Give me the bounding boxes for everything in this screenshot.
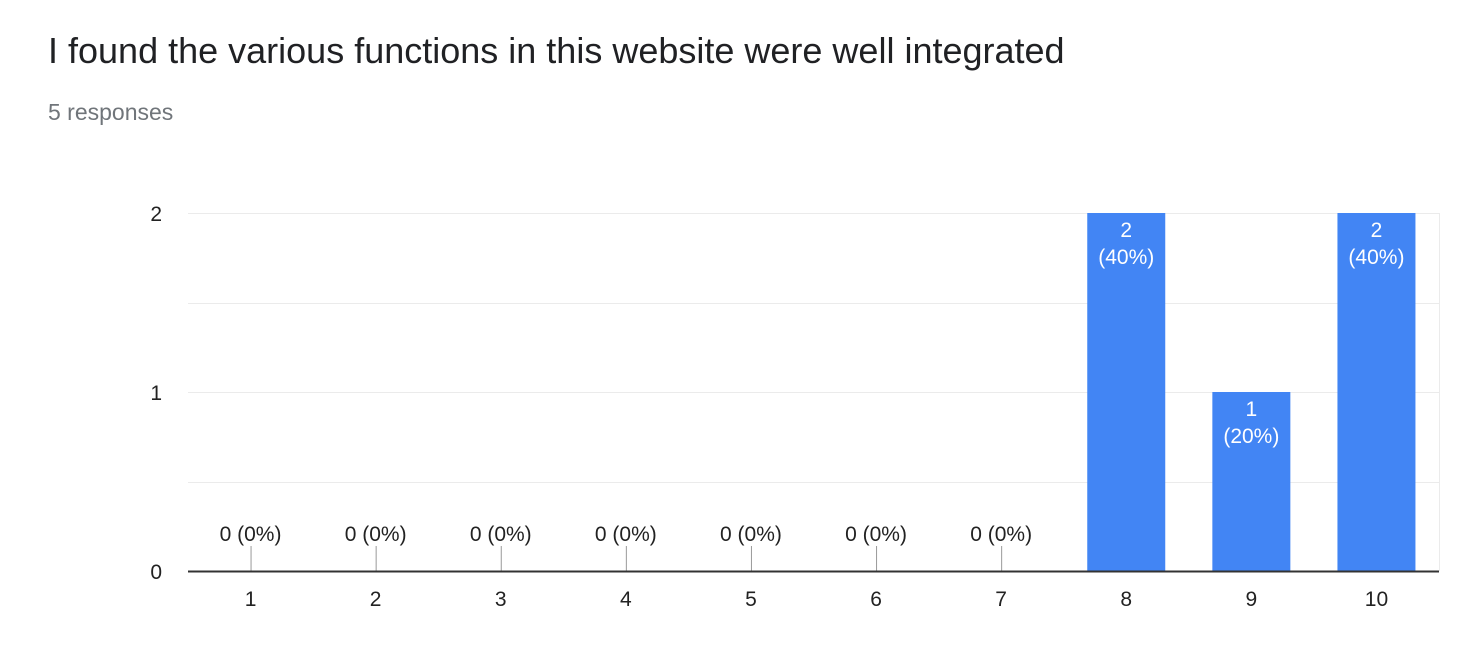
bar-data-label: 0 (0%) xyxy=(720,523,782,546)
bar-data-label: 0 (0%) xyxy=(470,523,532,546)
question-title: I found the various functions in this we… xyxy=(48,30,1065,71)
bar-data-label: 0 (0%) xyxy=(345,523,407,546)
data-labels: 0 (0%) 0 (0%) 0 (0%) 0 (0%) 0 (0%) 0 (0%) 0 (0… xyxy=(220,219,1405,546)
bar-data-label: (40%) xyxy=(1348,246,1404,269)
bar-data-label: (40%) xyxy=(1098,246,1154,269)
bar xyxy=(1337,213,1416,571)
bar-data-label: 0 (0%) xyxy=(220,523,282,546)
bar-data-label: (20%) xyxy=(1223,425,1279,448)
bar-data-label: 2 xyxy=(1120,219,1132,242)
bar xyxy=(1087,213,1166,571)
y-tick-label: 1 xyxy=(150,382,162,405)
x-tick-label: 7 xyxy=(995,588,1007,611)
bars xyxy=(1087,213,1416,571)
bar-data-label: 2 xyxy=(1371,219,1383,242)
y-tick-label: 2 xyxy=(150,203,162,226)
response-count: 5 responses xyxy=(48,99,174,125)
x-tick-label: 8 xyxy=(1120,588,1132,611)
y-tick-label: 0 xyxy=(150,561,162,584)
x-tick-label: 1 xyxy=(245,588,257,611)
axes: 0 1 2 1 2 3 4 5 6 7 8 9 10 xyxy=(150,203,1439,611)
x-tick-label: 9 xyxy=(1246,588,1258,611)
bar-data-label: 0 (0%) xyxy=(845,523,907,546)
x-tick-label: 4 xyxy=(620,588,632,611)
x-tick-label: 2 xyxy=(370,588,382,611)
bar-data-label: 0 (0%) xyxy=(970,523,1032,546)
x-tick-label: 6 xyxy=(870,588,882,611)
x-tick-label: 3 xyxy=(495,588,507,611)
bar xyxy=(1212,392,1291,571)
bar-data-label: 1 xyxy=(1246,398,1258,421)
x-tick-label: 5 xyxy=(745,588,757,611)
x-tick-label: 10 xyxy=(1365,588,1388,611)
bar-data-label: 0 (0%) xyxy=(595,523,657,546)
